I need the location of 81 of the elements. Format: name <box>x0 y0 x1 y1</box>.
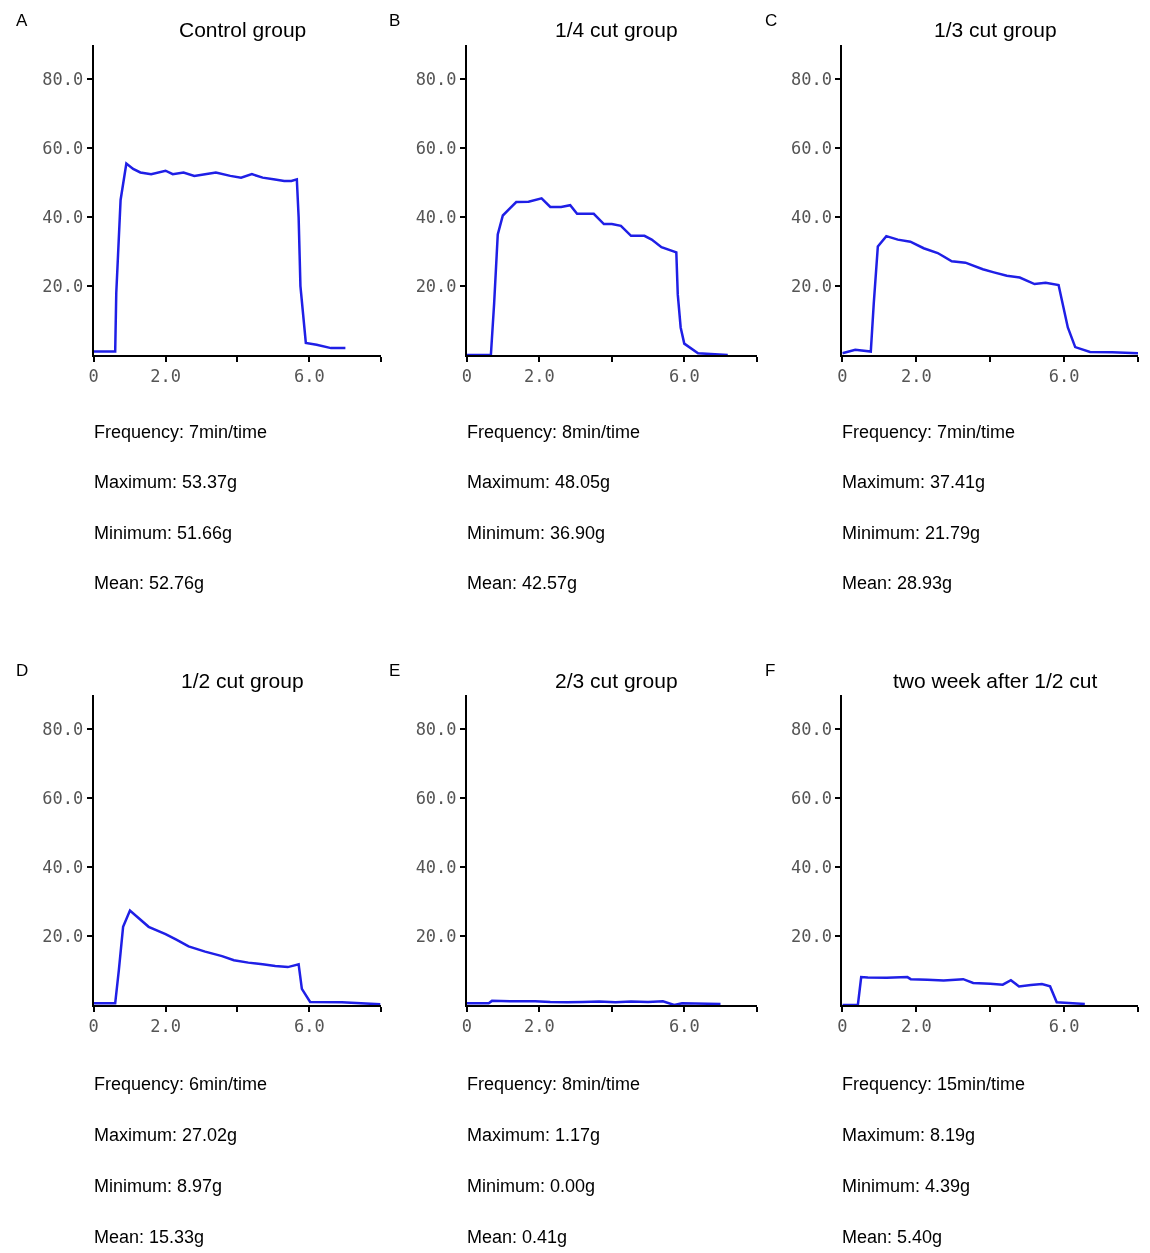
text: Maximum: 27.02g <box>94 1125 238 1145</box>
line-series <box>93 162 347 353</box>
y-tick-label: 60.0 <box>42 138 84 159</box>
chart-title: 1/4 cut group <box>555 18 678 41</box>
text: Maximum: 1.17g <box>467 1125 601 1145</box>
text: Maximum: 53.37g <box>94 472 238 492</box>
chart-title: two week after 1/2 cut <box>893 669 1098 692</box>
x-tick-label: 6.0 <box>294 366 325 387</box>
y-tick-label: 60.0 <box>415 788 457 809</box>
y-tick-label: 20.0 <box>415 276 457 297</box>
x-tick-label: 6.0 <box>668 366 700 387</box>
line-series <box>466 197 729 355</box>
text: Minimum: 8.97g <box>94 1176 223 1196</box>
text: Maximum: 37.41g <box>842 472 986 492</box>
text: E <box>389 661 401 680</box>
y-tick-label: 80.0 <box>790 719 832 740</box>
y-tick-label: 60.0 <box>790 138 832 159</box>
y-tick-label: 20.0 <box>42 926 84 947</box>
x-tick-label: 0 <box>837 1016 848 1037</box>
y-tick-label: 20.0 <box>42 276 84 297</box>
chart-title: Control group <box>179 18 307 41</box>
text: Frequency: 7min/time <box>94 422 268 442</box>
x-tick-label: 0 <box>88 366 99 387</box>
y-tick-label: 80.0 <box>42 69 84 90</box>
chart-title: 1/3 cut group <box>934 18 1057 41</box>
y-tick-label: 80.0 <box>790 69 832 90</box>
text: Mean: 52.76g <box>94 573 205 593</box>
text: Minimum: 21.79g <box>842 523 981 543</box>
text: F <box>765 661 776 680</box>
y-tick-label: 60.0 <box>42 788 84 809</box>
text: Minimum: 51.66g <box>94 523 233 543</box>
x-tick-label: 2.0 <box>900 366 932 387</box>
y-tick-label: 20.0 <box>415 926 457 947</box>
text: Frequency: 8min/time <box>467 422 641 442</box>
y-tick-label: 80.0 <box>42 719 84 740</box>
y-tick-label: 60.0 <box>790 788 832 809</box>
y-tick-label: 40.0 <box>790 207 832 228</box>
x-tick-label: 2.0 <box>524 366 555 387</box>
text: Mean: 42.57g <box>467 573 578 593</box>
text: Minimum: 0.00g <box>467 1176 596 1196</box>
x-tick-label: 0 <box>461 366 473 387</box>
chart-title: 2/3 cut group <box>555 669 678 692</box>
y-tick-label: 40.0 <box>42 857 84 878</box>
text: Maximum: 8.19g <box>842 1125 976 1145</box>
chart-title: 1/2 cut group <box>181 669 304 692</box>
x-tick-label: 6.0 <box>668 1016 700 1037</box>
y-tick-label: 80.0 <box>415 69 457 90</box>
x-tick-label: 0 <box>461 1016 473 1037</box>
x-tick-label: 2.0 <box>150 1016 181 1037</box>
y-tick-label: 40.0 <box>42 207 84 228</box>
text: Mean: 28.93g <box>842 573 953 593</box>
x-tick-label: 2.0 <box>150 366 181 387</box>
y-tick-label: 80.0 <box>415 719 457 740</box>
text: B <box>389 11 401 30</box>
text: Mean: 15.33g <box>94 1227 205 1247</box>
y-tick-label: 40.0 <box>790 857 832 878</box>
x-tick-label: 2.0 <box>524 1016 555 1037</box>
text: C <box>765 11 778 30</box>
text: Frequency: 7min/time <box>842 422 1016 442</box>
x-tick-label: 2.0 <box>900 1016 932 1037</box>
line-series <box>842 975 1087 1005</box>
y-tick-label: 40.0 <box>415 207 457 228</box>
text: Minimum: 36.90g <box>467 523 606 543</box>
x-tick-label: 0 <box>88 1016 99 1037</box>
text: Minimum: 4.39g <box>842 1176 971 1196</box>
text: Frequency: 8min/time <box>467 1074 641 1094</box>
y-tick-label: 40.0 <box>415 857 457 878</box>
x-tick-label: 0 <box>837 366 848 387</box>
text: Mean: 5.40g <box>842 1227 943 1247</box>
text: A <box>16 11 28 30</box>
text: Frequency: 6min/time <box>94 1074 268 1094</box>
y-tick-label: 20.0 <box>790 926 832 947</box>
x-tick-label: 6.0 <box>1048 1016 1080 1037</box>
text: Mean: 0.41g <box>467 1227 568 1247</box>
text: Maximum: 48.05g <box>467 472 611 492</box>
y-tick-label: 20.0 <box>790 276 832 297</box>
text: D <box>16 661 29 680</box>
y-tick-label: 60.0 <box>415 138 457 159</box>
text: Frequency: 15min/time <box>842 1074 1026 1094</box>
x-tick-label: 6.0 <box>1048 366 1080 387</box>
x-tick-label: 6.0 <box>294 1016 325 1037</box>
